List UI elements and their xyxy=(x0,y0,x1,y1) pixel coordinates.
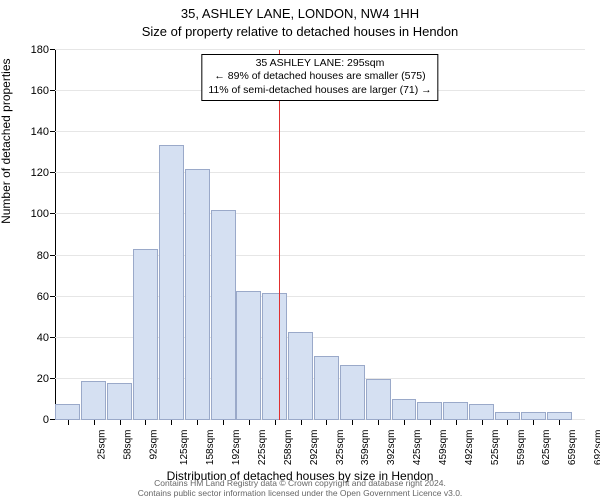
x-tick-label: 659sqm xyxy=(567,430,578,466)
y-tick-mark xyxy=(50,131,55,132)
chart-title-address: 35, ASHLEY LANE, LONDON, NW4 1HH xyxy=(0,6,600,21)
x-tick-mark xyxy=(482,420,483,425)
y-tick-label: 40 xyxy=(37,332,49,344)
property-size-chart: 35, ASHLEY LANE, LONDON, NW4 1HH Size of… xyxy=(0,0,600,500)
x-tick-label: 325sqm xyxy=(335,430,346,466)
x-tick-label: 525sqm xyxy=(490,430,501,466)
x-tick-mark xyxy=(145,420,146,425)
x-tick-label: 192sqm xyxy=(231,430,242,466)
x-tick-mark xyxy=(249,420,250,425)
y-gridline xyxy=(55,49,585,50)
x-tick-label: 559sqm xyxy=(516,430,527,466)
annotation-line1: 35 ASHLEY LANE: 295sqm xyxy=(256,57,385,69)
histogram-bar xyxy=(262,293,287,420)
caption-line1: Contains HM Land Registry data © Crown c… xyxy=(154,478,446,488)
y-tick-label: 120 xyxy=(31,167,49,179)
x-tick-mark xyxy=(68,420,69,425)
x-tick-label: 225sqm xyxy=(257,430,268,466)
x-tick-mark xyxy=(120,420,121,425)
histogram-bar xyxy=(392,399,417,420)
y-tick-label: 100 xyxy=(31,208,49,220)
x-tick-label: 625sqm xyxy=(542,430,553,466)
y-tick-mark xyxy=(50,255,55,256)
histogram-bar xyxy=(314,356,339,420)
y-tick-label: 180 xyxy=(31,44,49,56)
histogram-bar xyxy=(55,404,80,420)
histogram-bar xyxy=(133,249,158,420)
x-tick-mark xyxy=(326,420,327,425)
y-gridline xyxy=(55,213,585,214)
y-tick-label: 140 xyxy=(31,126,49,138)
x-tick-mark xyxy=(430,420,431,425)
x-tick-mark xyxy=(275,420,276,425)
x-tick-mark xyxy=(378,420,379,425)
x-tick-label: 425sqm xyxy=(412,430,423,466)
plot-area: 02040608010012014016018025sqm58sqm92sqm1… xyxy=(55,50,585,420)
y-tick-label: 20 xyxy=(37,373,49,385)
y-tick-label: 160 xyxy=(31,85,49,97)
x-tick-mark xyxy=(171,420,172,425)
y-tick-label: 0 xyxy=(43,414,49,426)
y-tick-label: 60 xyxy=(37,291,49,303)
y-tick-mark xyxy=(50,296,55,297)
x-tick-label: 692sqm xyxy=(593,430,600,466)
histogram-bar xyxy=(185,169,210,420)
histogram-bar xyxy=(366,379,391,420)
histogram-bar xyxy=(547,412,572,420)
y-gridline xyxy=(55,172,585,173)
y-axis-line xyxy=(55,50,56,420)
x-tick-label: 58sqm xyxy=(122,430,133,460)
histogram-bar xyxy=(159,145,184,420)
x-tick-mark xyxy=(559,420,560,425)
y-tick-mark xyxy=(50,172,55,173)
x-tick-label: 359sqm xyxy=(361,430,372,466)
chart-title-description: Size of property relative to detached ho… xyxy=(0,24,600,39)
histogram-bar xyxy=(81,381,106,420)
annotation-line2: ← 89% of detached houses are smaller (57… xyxy=(214,70,425,82)
reference-line xyxy=(279,50,280,420)
x-tick-label: 25sqm xyxy=(96,430,107,460)
y-tick-mark xyxy=(50,90,55,91)
histogram-bar xyxy=(107,383,132,420)
histogram-bar xyxy=(443,402,468,421)
y-tick-mark xyxy=(50,213,55,214)
histogram-bar xyxy=(469,404,494,420)
x-tick-label: 158sqm xyxy=(205,430,216,466)
x-tick-label: 392sqm xyxy=(386,430,397,466)
chart-caption: Contains HM Land Registry data © Crown c… xyxy=(0,478,600,498)
y-axis-label: Number of detached properties xyxy=(0,58,13,223)
caption-line2: Contains public sector information licen… xyxy=(138,488,463,498)
y-tick-mark xyxy=(50,419,55,420)
x-tick-label: 292sqm xyxy=(309,430,320,466)
x-tick-mark xyxy=(507,420,508,425)
annotation-box: 35 ASHLEY LANE: 295sqm← 89% of detached … xyxy=(201,54,438,101)
x-tick-mark xyxy=(301,420,302,425)
x-tick-label: 492sqm xyxy=(464,430,475,466)
y-tick-mark xyxy=(50,49,55,50)
y-tick-label: 80 xyxy=(37,250,49,262)
x-tick-mark xyxy=(197,420,198,425)
histogram-bar xyxy=(417,402,442,421)
y-tick-mark xyxy=(50,337,55,338)
x-tick-mark xyxy=(404,420,405,425)
x-tick-label: 92sqm xyxy=(148,430,159,460)
histogram-bar xyxy=(340,365,365,421)
x-tick-mark xyxy=(352,420,353,425)
histogram-bar xyxy=(495,412,520,420)
histogram-bar xyxy=(236,291,261,421)
x-tick-label: 459sqm xyxy=(438,430,449,466)
y-tick-mark xyxy=(50,378,55,379)
x-tick-mark xyxy=(223,420,224,425)
histogram-bar xyxy=(288,332,313,420)
histogram-bar xyxy=(211,210,236,420)
y-gridline xyxy=(55,131,585,132)
histogram-bar xyxy=(521,412,546,420)
annotation-line3: 11% of semi-detached houses are larger (… xyxy=(208,84,431,96)
x-tick-label: 125sqm xyxy=(180,430,191,466)
x-tick-mark xyxy=(94,420,95,425)
x-tick-mark xyxy=(456,420,457,425)
x-tick-mark xyxy=(533,420,534,425)
x-tick-label: 258sqm xyxy=(283,430,294,466)
